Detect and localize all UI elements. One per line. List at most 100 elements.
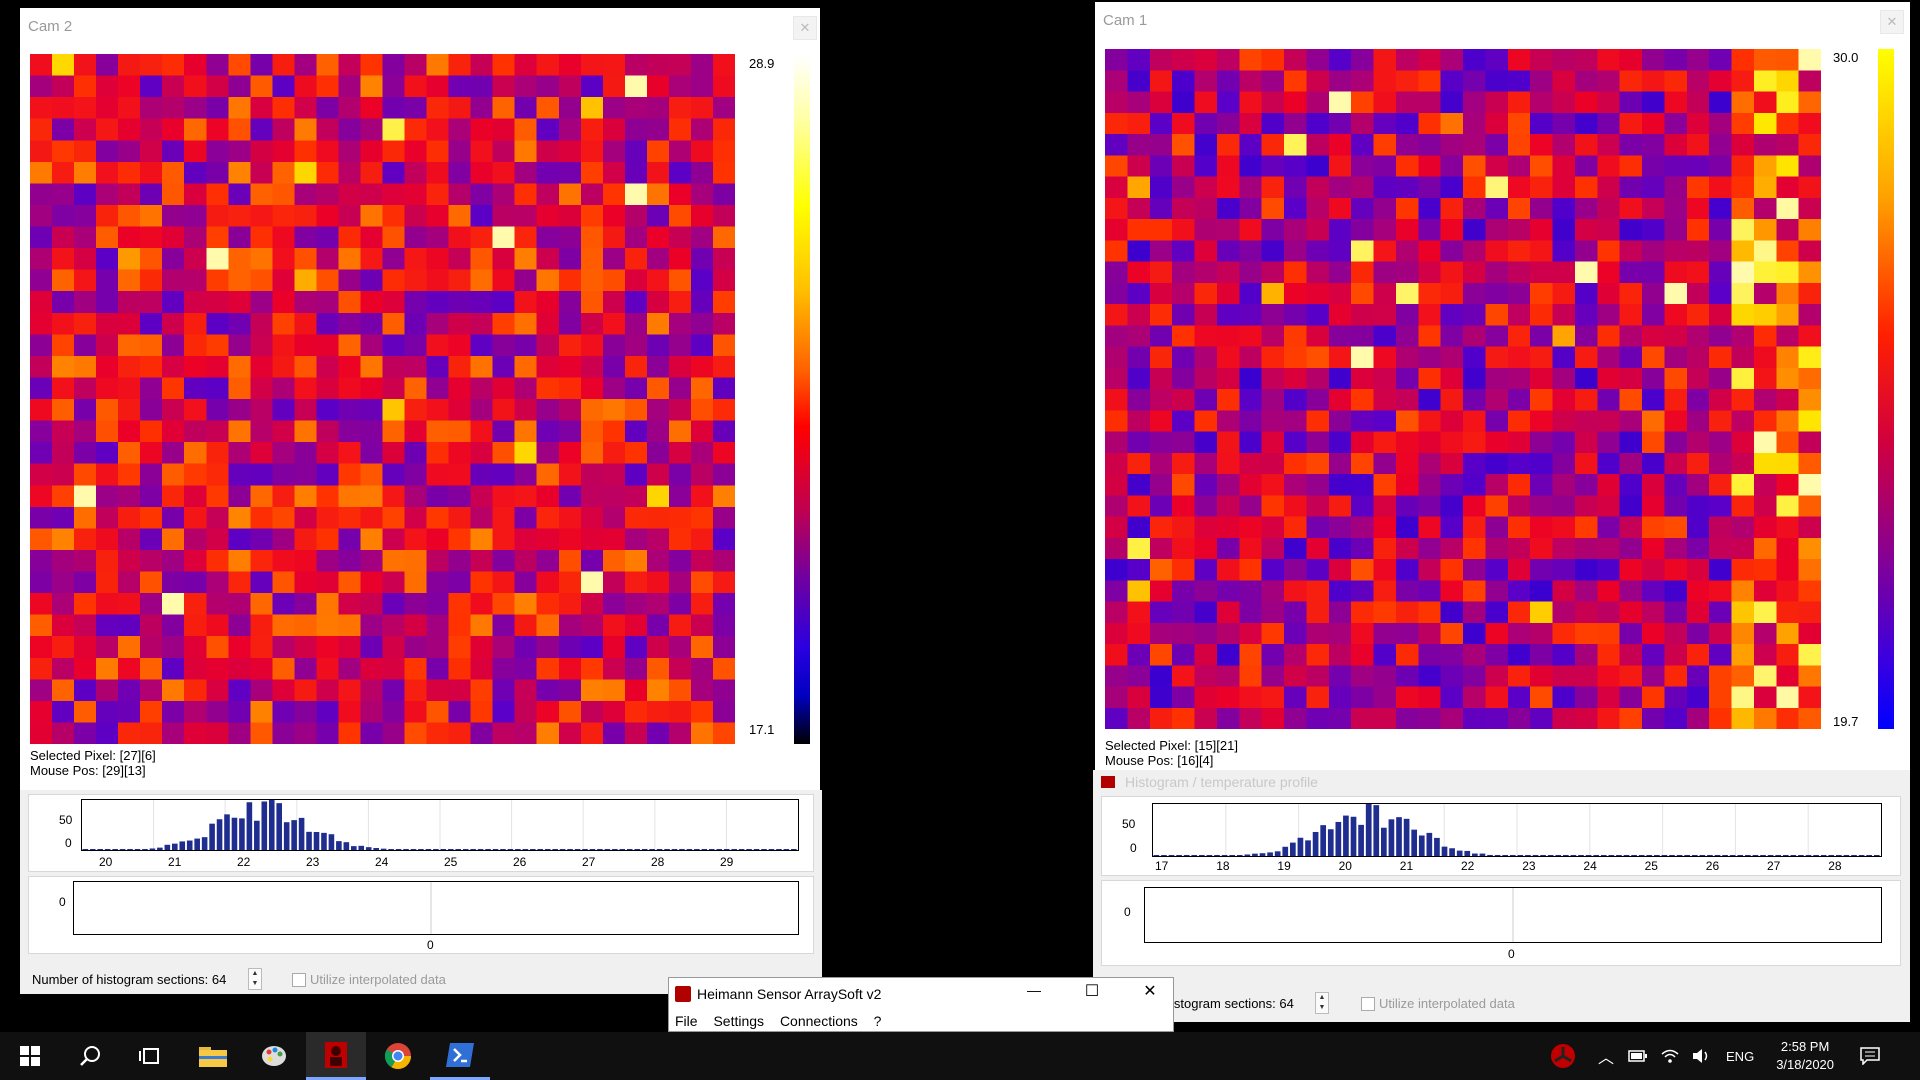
close-button[interactable]: ✕ (1143, 983, 1157, 1000)
cam1-mouse-pos: Mouse Pos: [16][4] (1105, 753, 1214, 768)
cam2-hist-y-min: 0 (65, 836, 72, 850)
cam1-profile-plot[interactable] (1144, 887, 1882, 943)
folder-icon (199, 1047, 227, 1067)
taskbar-paint-app[interactable] (244, 1032, 304, 1080)
cam2-hist-y-max: 50 (59, 813, 73, 827)
cam1-colorbar (1878, 49, 1894, 729)
cam1-hist-x-tick: 21 (1399, 859, 1414, 873)
arraysoft-icon (325, 1041, 347, 1068)
menu-help[interactable]: ? (873, 1013, 882, 1029)
cam2-profile-x-label: 0 (427, 938, 434, 952)
cam1-hist-x-tick: 25 (1644, 859, 1658, 873)
histogram-app-icon (1101, 776, 1115, 788)
cam2-histogram-plot[interactable] (81, 799, 799, 851)
taskbar-arraysoft[interactable] (306, 1032, 366, 1080)
clock[interactable]: 2:58 PM 3/18/2020 (1776, 1038, 1834, 1074)
maximize-button[interactable]: ☐ (1084, 983, 1100, 1000)
menu-file[interactable]: File (675, 1013, 698, 1029)
cam1-hist-x-tick: 28 (1828, 859, 1842, 873)
cam1-hist-y-max: 50 (1122, 817, 1136, 831)
cam1-interp-checkbox[interactable] (1361, 997, 1375, 1011)
cam2-hist-x-tick: 26 (513, 855, 527, 869)
taskbar-powershell[interactable] (430, 1032, 490, 1080)
cam2-hist-x-tick: 22 (237, 855, 251, 869)
search-button[interactable] (60, 1032, 120, 1080)
cam2-close-button[interactable]: ✕ (793, 16, 817, 40)
cam1-profile-box: 0 0 (1101, 880, 1901, 966)
cam2-profile-plot[interactable] (73, 881, 799, 935)
cam1-hist-x-tick: 26 (1705, 859, 1720, 873)
cam2-hist-x-tick: 20 (99, 855, 113, 869)
cam2-title: Cam 2 (28, 18, 73, 35)
cam2-profile-box: 0 0 (28, 876, 814, 954)
cam2-status: Selected Pixel: [27][6] Mouse Pos: [29][… (30, 748, 156, 778)
menu-connections[interactable]: Connections (779, 1013, 858, 1029)
cam2-hist-x-tick: 28 (651, 855, 665, 869)
app-icon (675, 986, 691, 1002)
cam2-interp-label: Utilize interpolated data (310, 972, 446, 987)
cam2-colorbar (794, 54, 810, 744)
taskbar-chrome[interactable] (368, 1032, 428, 1080)
cam1-hist-x-tick: 22 (1461, 859, 1475, 873)
cam2-interp-checkbox[interactable] (292, 973, 306, 987)
cam1-profile-y-label: 0 (1124, 905, 1131, 919)
minimize-button[interactable]: — (1027, 982, 1041, 998)
cam1-interp-label: Utilize interpolated data (1379, 996, 1515, 1011)
cam1-hist-x-tick: 24 (1583, 859, 1597, 873)
taskbar-file-explorer[interactable] (183, 1032, 243, 1080)
cam1-window: Cam 1 ✕ 30.0 19.7 Selected Pixel: [15][2… (1095, 2, 1910, 780)
cam1-hist-x-tick: 17 (1155, 859, 1169, 873)
main-app-title: Heimann Sensor ArraySoft v2 (697, 986, 882, 1002)
chrome-icon (384, 1043, 412, 1070)
cam1-hist-x-tick: 19 (1277, 859, 1291, 873)
clock-date: 3/18/2020 (1776, 1057, 1835, 1072)
cam2-hist-x-tick: 23 (306, 855, 320, 869)
language-indicator[interactable]: ENG (1726, 1048, 1755, 1064)
cam1-histogram-plot[interactable] (1152, 803, 1882, 857)
task-view-icon (139, 1048, 159, 1064)
cam2-hist-x-tick: 27 (582, 855, 596, 869)
cam1-profile-x-label: 0 (1508, 947, 1515, 961)
volume-icon[interactable] (1692, 1048, 1712, 1064)
cam1-hist-x-tick: 27 (1767, 859, 1781, 873)
menu-settings[interactable]: Settings (713, 1013, 765, 1029)
cam1-status: Selected Pixel: [15][21] Mouse Pos: [16]… (1105, 738, 1238, 768)
cam1-colorbar-min: 19.7 (1833, 714, 1859, 729)
cam2-sections-spinner[interactable]: ▲ ▼ (248, 968, 262, 990)
cam1-histogram-window-title: Histogram / temperature profile (1125, 774, 1318, 790)
menu-bar: File Settings Connections ? (675, 1013, 881, 1029)
notification-icon[interactable] (1860, 1047, 1880, 1065)
cam1-title: Cam 1 (1103, 12, 1148, 29)
cam2-sections-label: Number of histogram sections: 64 (32, 972, 227, 987)
cam2-colorbar-max: 28.9 (749, 56, 775, 71)
cam2-hist-x-tick: 29 (720, 855, 734, 869)
cam1-hist-x-tick: 23 (1522, 859, 1536, 873)
cam1-hist-y-min: 0 (1130, 841, 1137, 855)
main-app-window: Heimann Sensor ArraySoft v2 — ☐ ✕ File S… (668, 977, 1174, 1032)
chevron-up-icon[interactable]: ︿ (1598, 1050, 1615, 1067)
cam1-hist-x-tick: 20 (1338, 859, 1352, 873)
cam2-histogram-panel: 50 0 20 21 22 23 24 25 26 27 28 29 0 0 Number of … (20, 790, 822, 994)
cam2-profile-y-label: 0 (59, 895, 66, 909)
cam1-histogram-box: 50 0 17 18 19 20 21 22 23 24 25 26 27 28 (1101, 796, 1901, 876)
cam2-mouse-pos: Mouse Pos: [29][13] (30, 763, 146, 778)
start-button[interactable] (0, 1032, 60, 1080)
cam1-histogram-panel: Histogram / temperature profile 50 0 17 1… (1093, 770, 1910, 1022)
cam1-close-button[interactable]: ✕ (1880, 10, 1904, 34)
powershell-icon (446, 1042, 474, 1067)
wifi-icon[interactable] (1660, 1048, 1680, 1064)
palette-icon (262, 1046, 286, 1066)
tray-app-icon[interactable] (1550, 1043, 1576, 1069)
battery-icon[interactable] (1628, 1049, 1648, 1063)
cam1-sections-label: istogram sections: 64 (1171, 996, 1294, 1011)
task-view-button[interactable] (120, 1032, 180, 1080)
cam2-hist-x-tick: 21 (168, 855, 182, 869)
clock-time: 2:58 PM (1780, 1039, 1830, 1054)
cam2-thermal-image[interactable] (30, 54, 736, 745)
search-icon (80, 1046, 100, 1066)
system-tray: ︿ ENG 2:58 PM 3/18/2020 (1550, 1032, 1880, 1080)
cam1-colorbar-max: 30.0 (1833, 50, 1859, 65)
cam1-sections-spinner[interactable]: ▲ ▼ (1315, 992, 1329, 1014)
windows-icon (20, 1046, 40, 1066)
cam1-thermal-image[interactable] (1105, 49, 1822, 730)
